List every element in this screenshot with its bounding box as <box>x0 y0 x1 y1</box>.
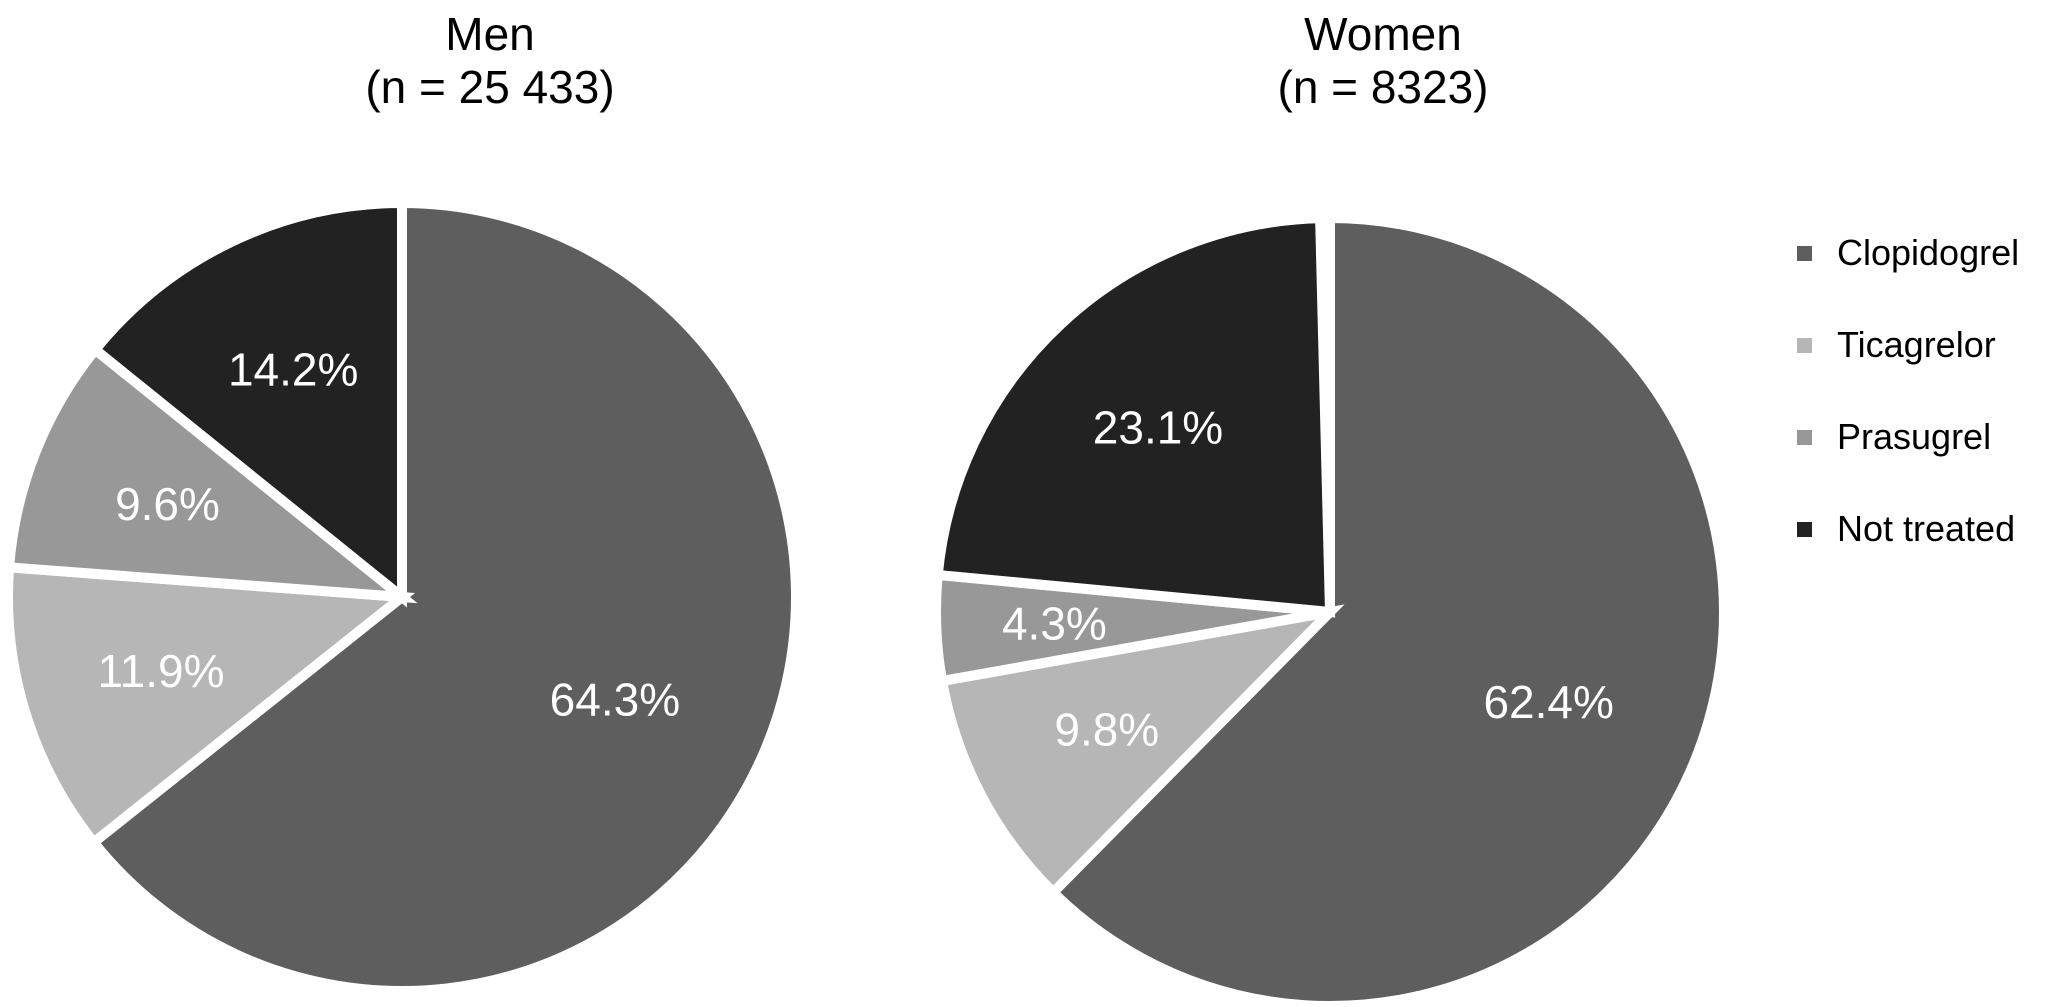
legend-label-not-treated: Not treated <box>1837 508 2016 549</box>
legend-swatch-prasugrel <box>1797 429 1812 445</box>
chart-title-men-group: Men <box>445 8 535 60</box>
legend-label-prasugrel: Prasugrel <box>1837 416 1992 457</box>
legend-swatch-not-treated <box>1797 521 1812 537</box>
pie-slice-women-not-treated <box>932 212 1336 618</box>
pie-slice-men-clopidogrel <box>86 197 801 996</box>
pie-slice-men-not-treated <box>88 197 407 608</box>
chart-title-men-n: (n = 25 433) <box>365 61 615 113</box>
pie-slice-men-ticagrelor <box>3 561 416 850</box>
chart-title-men: Men (n = 25 433) <box>230 8 750 114</box>
slice-label-men-not-treated: 14.2% <box>228 344 358 396</box>
legend: Clopidogrel Ticagrelor Prasugrel Not tre… <box>1797 232 2020 602</box>
chart-title-women-n: (n = 8323) <box>1277 61 1489 113</box>
pie-slice-women-clopidogrel <box>1046 212 1729 1007</box>
legend-item-not-treated: Not treated <box>1797 508 2019 549</box>
slice-label-women-not-treated: 23.1% <box>1093 402 1223 454</box>
legend-item-prasugrel: Prasugrel <box>1797 416 2019 457</box>
legend-swatch-ticagrelor <box>1797 337 1812 353</box>
legend-label-clopidogrel: Clopidogrel <box>1837 232 2020 273</box>
slice-label-men-prasugrel: 9.6% <box>115 478 220 530</box>
legend-label-ticagrelor: Ticagrelor <box>1837 324 1996 365</box>
chart-title-women: Women (n = 8323) <box>1123 8 1643 114</box>
slice-label-women-prasugrel: 4.3% <box>1002 597 1107 649</box>
legend-item-ticagrelor: Ticagrelor <box>1797 324 2019 365</box>
slice-label-women-ticagrelor: 9.8% <box>1054 703 1159 755</box>
slice-label-men-ticagrelor: 11.9% <box>97 645 224 697</box>
slice-label-men-clopidogrel: 64.3% <box>550 674 680 726</box>
pie-slice-women-ticagrelor <box>936 604 1345 900</box>
legend-item-clopidogrel: Clopidogrel <box>1797 232 2020 273</box>
slice-label-women-clopidogrel: 62.4% <box>1483 676 1613 728</box>
legend-swatch-clopidogrel <box>1797 245 1812 261</box>
pie-slice-men-prasugrel <box>3 342 418 604</box>
chart-title-women-group: Women <box>1304 8 1462 60</box>
